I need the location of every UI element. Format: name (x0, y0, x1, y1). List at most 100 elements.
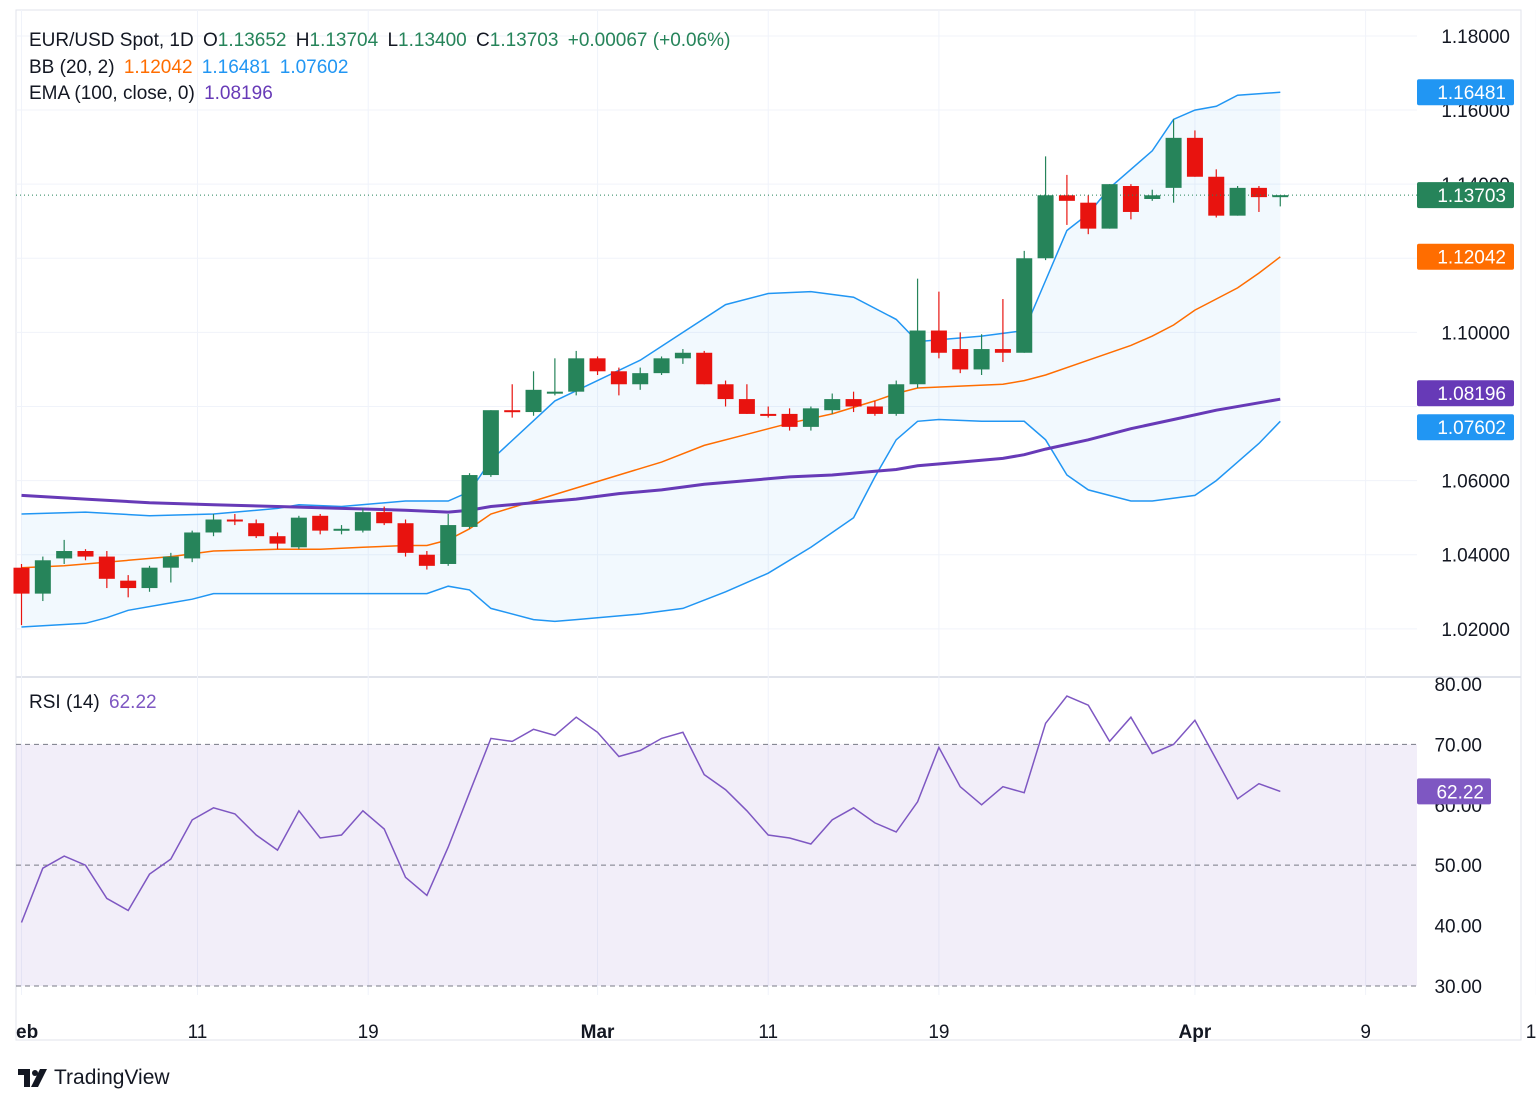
candle-body (589, 358, 606, 372)
candle-body (760, 413, 777, 416)
tradingview-logo-icon (18, 1069, 47, 1087)
price-badge-label: 1.13703 (1437, 186, 1506, 207)
candle-body (1186, 137, 1203, 177)
candle-body (77, 551, 94, 557)
price-badge-label: 1.16481 (1437, 83, 1506, 104)
candle-body (248, 523, 265, 537)
rsi-value-badge (1417, 778, 1491, 805)
price-tick-label: 1.06000 (1441, 472, 1510, 493)
candle-body (717, 384, 734, 400)
candle-body (34, 560, 51, 594)
candle-body (802, 408, 819, 427)
candle-body (141, 567, 158, 589)
candle-body (1080, 202, 1097, 229)
time-tick-label: 19 (358, 1022, 379, 1043)
candle-body (1250, 187, 1267, 198)
candle-body (1208, 176, 1225, 216)
tradingview-brand: TradingView (54, 1066, 170, 1089)
tradingview-logo[interactable]: TradingView (18, 1066, 170, 1090)
price-badge-label: 1.12042 (1437, 248, 1506, 269)
time-tick-label: 17 (1526, 1022, 1536, 1043)
ema-line (21, 397, 1281, 514)
time-tick-label: 11 (188, 1022, 208, 1043)
price-tick-label: 1.04000 (1441, 546, 1510, 567)
candle-body (866, 406, 883, 414)
candle-body (1122, 186, 1139, 212)
candle-body (1058, 195, 1075, 201)
ema-legend: EMA (100, close, 0) 1.08196 (29, 83, 277, 105)
bb-basis-value: 1.12042 (123, 57, 193, 78)
price-legend: EUR/USD Spot, 1D O1.13652 H1.13704 L1.13… (29, 30, 734, 52)
ema-value: 1.08196 (204, 83, 273, 104)
bb-legend: BB (20, 2) 1.12042 1.16481 1.07602 (29, 57, 352, 79)
time-tick-label: eb (16, 1022, 38, 1043)
candle-body (482, 410, 499, 476)
candle-body (952, 349, 969, 370)
candle-body (418, 554, 435, 566)
candle-body (674, 352, 691, 359)
symbol-label: EUR/USD Spot, 1D (29, 30, 194, 51)
candle-body (888, 384, 905, 414)
bb-lower-line (21, 418, 1281, 628)
price-tick-label: 1.16000 (1441, 101, 1510, 122)
price-badge (1417, 414, 1514, 441)
candle-body (525, 389, 542, 413)
rsi-tick-label: 50.00 (1434, 856, 1482, 877)
candle-body (504, 410, 521, 413)
rsi-line (20, 695, 1281, 923)
candle-body (824, 399, 841, 411)
candle-body (845, 399, 862, 407)
candle-body (610, 371, 627, 385)
high-label: H (295, 30, 310, 51)
high-value: 1.13704 (309, 30, 379, 51)
candle-body (440, 525, 457, 564)
bb-basis-line (21, 256, 1281, 569)
ema-legend-label: EMA (100, close, 0) (29, 83, 195, 104)
candle-body (333, 528, 350, 531)
bb-band-fill (21, 92, 1281, 628)
time-tick-label: 9 (1360, 1022, 1371, 1043)
rsi-zone-fill (16, 744, 1417, 986)
candle-body (226, 519, 243, 522)
rsi-legend: RSI (14) 62.22 (29, 692, 161, 714)
price-badge (1417, 79, 1514, 106)
candle-body (568, 358, 585, 392)
price-badge (1417, 182, 1514, 209)
candle-body (98, 556, 115, 579)
price-tick-label: 1.02000 (1441, 620, 1510, 641)
time-tick-label: Mar (581, 1022, 615, 1043)
candle-body (290, 517, 307, 548)
price-badge-label: 1.07602 (1437, 418, 1506, 439)
candle-body (376, 512, 393, 524)
low-label: L (387, 30, 399, 51)
close-label: C (476, 30, 490, 51)
rsi-legend-label: RSI (14) (29, 692, 100, 713)
candle-body (461, 475, 478, 527)
candle-body (1229, 187, 1246, 216)
candle-body (397, 523, 414, 553)
candle-body (696, 352, 713, 385)
candle-body (354, 512, 371, 531)
open-value: 1.13652 (217, 30, 287, 51)
price-badge (1417, 380, 1514, 407)
candle-body (930, 330, 947, 353)
candle-body (184, 532, 201, 559)
time-tick-label: 19 (928, 1022, 949, 1043)
candle-body (312, 515, 329, 531)
bb-upper-line (21, 91, 1281, 517)
candle-body (632, 373, 649, 385)
candle-body (738, 399, 755, 414)
bb-legend-label: BB (20, 2) (29, 57, 115, 78)
price-tick-label: 1.10000 (1441, 323, 1510, 344)
bb-lower-value: 1.07602 (279, 57, 349, 78)
price-badge-label: 1.08196 (1437, 384, 1506, 405)
candle-body (973, 349, 990, 370)
close-value: 1.13703 (489, 30, 559, 51)
candle-body (1165, 137, 1182, 188)
rsi-tick-label: 30.00 (1434, 977, 1482, 998)
candle-body (1272, 195, 1289, 198)
candle-body (205, 519, 222, 533)
rsi-legend-value: 62.22 (109, 692, 157, 713)
candle-body (1037, 195, 1054, 259)
